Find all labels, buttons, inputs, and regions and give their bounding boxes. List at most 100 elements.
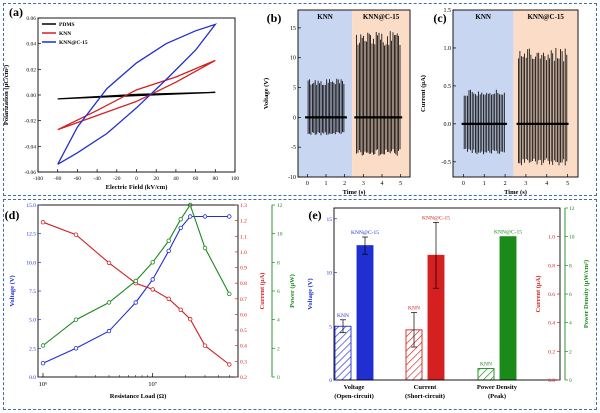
region-label: KNN	[475, 13, 491, 21]
data-point-current	[202, 343, 208, 348]
y2-tick-label: 1.2	[240, 219, 247, 225]
x-axis-title-b: Time (s)	[343, 189, 366, 196]
panel-label-d: (d)	[5, 208, 20, 222]
y-tick-label: 7.5	[29, 289, 36, 295]
x-tick-label: 1	[325, 181, 328, 187]
data-point-power	[106, 300, 112, 305]
y-tick-label: 0.00	[26, 93, 36, 99]
legend-label: PDMS	[59, 22, 75, 28]
data-point-current	[150, 287, 155, 292]
loop-knn	[57, 59, 216, 131]
bar-label: KNN@C-15	[494, 230, 522, 236]
plot-frame-c	[452, 9, 579, 178]
y2-tick-label: 0.2	[548, 349, 555, 355]
y-tick-label: -10	[288, 175, 296, 181]
category-label: Power Density	[477, 384, 518, 391]
y2-tick-label: 0.7	[240, 297, 247, 303]
x-tick-label: -40	[93, 176, 101, 182]
y-tick-label: -0.04	[25, 144, 37, 150]
y3-tick-label: 6	[277, 289, 280, 295]
category-label: (Open-circuit)	[334, 393, 374, 400]
y-tick-label: 15	[290, 26, 296, 32]
y-axis-title-c: Current (μA)	[420, 75, 427, 112]
y-tick-label: 1.5	[444, 8, 452, 14]
y-axis-title-power-e: Power Density (μW/cm²)	[583, 260, 590, 328]
y3-tick-label: 6	[569, 292, 572, 298]
category-label: (Short-circuit)	[405, 393, 445, 400]
category-label: (Peak)	[488, 393, 506, 400]
data-point-current	[227, 362, 232, 367]
legend-label: KNN	[59, 31, 71, 37]
y3-tick-label: 2	[277, 346, 280, 352]
x-tick-label: -60	[74, 176, 82, 182]
panel-label-c: (c)	[433, 11, 446, 25]
y-tick-label: 2.5	[29, 346, 36, 352]
data-point-power	[40, 343, 46, 348]
y-tick-label: 0.02	[26, 67, 36, 73]
series-voltage	[42, 215, 230, 364]
y3-tick-label: 12	[277, 203, 283, 209]
region-label: KNN@C-15	[363, 13, 400, 21]
plot-frame-a	[37, 17, 236, 173]
data-point-current	[73, 232, 79, 237]
legend-label: KNN@C-15	[59, 40, 88, 46]
y-axis-title-voltage-e: Voltage (V)	[307, 278, 314, 309]
y-axis-title-a: Polarization (μC/cm²)	[3, 65, 10, 125]
data-point-power	[133, 278, 138, 284]
y-axis-title-current: Current (μA)	[259, 273, 266, 310]
x-axis-title-d: Resistance Load (Ω)	[110, 393, 166, 400]
y-axis-title-power: Power (μW)	[289, 274, 296, 308]
y-axis-title-current-e: Current (μA)	[535, 276, 542, 313]
y-tick-label: 10	[290, 56, 296, 62]
y2-tick-label: 0.8	[548, 263, 555, 269]
y2-tick-label: 0.4	[240, 344, 247, 350]
loop-knn-c-15	[57, 23, 218, 165]
x-tick-label: 3	[362, 181, 365, 187]
y-tick-label: 0	[293, 115, 296, 121]
data-point-voltage	[227, 214, 232, 219]
y-tick-label: 12.5	[26, 232, 36, 238]
y-axis-title-voltage: Voltage (V)	[9, 275, 16, 306]
x-tick-label: 5	[566, 181, 569, 187]
data-point-voltage	[150, 277, 155, 282]
bar-knn	[477, 368, 495, 381]
y-tick-label: -0.02	[25, 119, 37, 125]
bar-label: KNN@C-15	[422, 215, 450, 221]
data-point-power	[150, 260, 155, 265]
y3-tick-label: 4	[569, 321, 572, 327]
y3-tick-label: 10	[277, 232, 283, 238]
y-tick-label: -0.06	[25, 170, 37, 176]
data-point-voltage	[106, 328, 112, 334]
y2-tick-label: 0.2	[240, 375, 247, 381]
x-tick-label: 20	[153, 176, 159, 182]
x-tick-label: 80	[213, 176, 219, 182]
y3-tick-label: 0	[569, 378, 572, 384]
y2-tick-label: 1.0	[548, 235, 555, 241]
y2-tick-label: 0.0	[548, 378, 555, 384]
x-axis-title-c: Time (s)	[504, 189, 527, 196]
y2-tick-label: 0.5	[240, 328, 247, 334]
data-point-voltage	[133, 300, 138, 305]
data-point-voltage	[40, 361, 46, 366]
region-knn-c-15	[513, 10, 578, 177]
x-tick-label: 2	[343, 181, 346, 187]
data-point-power	[178, 217, 183, 222]
series-current	[42, 221, 230, 365]
panel-label-b: (b)	[267, 11, 282, 25]
y-tick-label: 5	[293, 86, 296, 92]
x-tick-label: 5	[399, 181, 402, 187]
y3-tick-label: 0	[277, 375, 280, 381]
y2-tick-label: 1.1	[240, 234, 247, 240]
y-tick-label: 0.0	[29, 375, 36, 381]
data-point-current	[166, 296, 171, 301]
x-tick-label: 40	[173, 176, 179, 182]
y-tick-label: 15.0	[26, 203, 36, 209]
data-point-current	[40, 219, 46, 225]
x-tick-label: -100	[33, 176, 43, 182]
y2-tick-label: 0.8	[240, 281, 247, 287]
x-tick-label: 100	[231, 176, 240, 182]
y-tick-label: 0.0	[444, 122, 452, 128]
x-axis-title-a: Electric Field (kV/cm)	[106, 184, 168, 191]
y2-tick-label: 0.6	[548, 292, 555, 298]
x-tick-label: 4	[545, 181, 548, 187]
